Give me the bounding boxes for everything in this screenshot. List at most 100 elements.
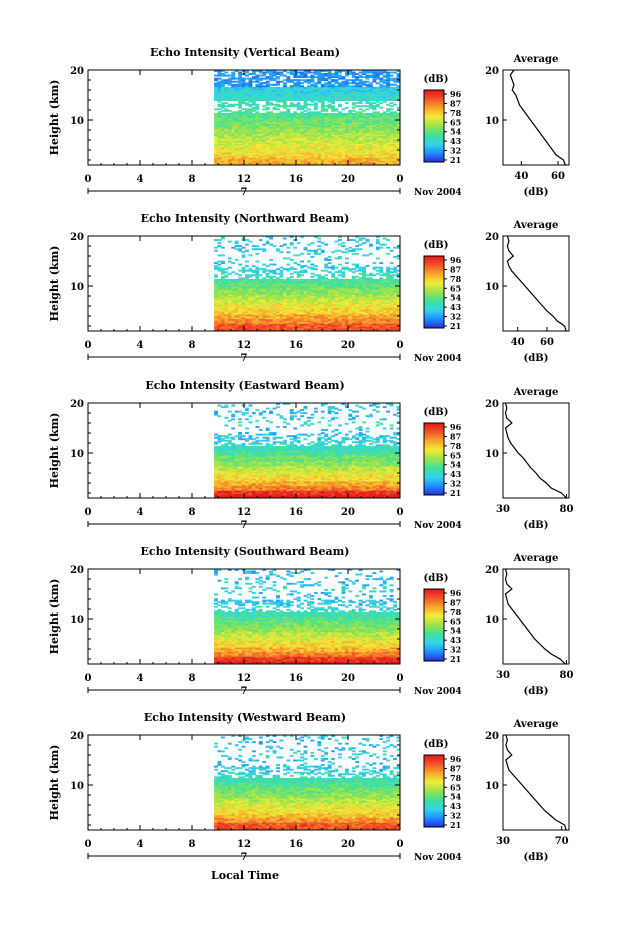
heatmap-cell bbox=[272, 294, 277, 297]
heatmap-cell bbox=[396, 89, 401, 92]
heatmap-cell bbox=[355, 152, 360, 155]
heatmap-cell bbox=[279, 294, 284, 297]
heatmap-cell bbox=[241, 324, 246, 327]
heatmap-cell bbox=[269, 303, 274, 306]
heatmap-cell bbox=[320, 311, 325, 314]
heatmap-cell bbox=[369, 70, 373, 72]
heatmap-cell bbox=[341, 89, 346, 92]
heatmap-cell bbox=[265, 115, 270, 118]
heatmap-cell bbox=[396, 123, 401, 126]
heatmap-cell bbox=[296, 74, 301, 77]
heatmap-cell bbox=[338, 134, 342, 137]
heatmap-cell bbox=[393, 117, 397, 120]
heatmap-cell bbox=[372, 309, 377, 312]
heatmap-cell bbox=[341, 324, 346, 327]
heatmap-cell bbox=[248, 320, 253, 323]
heatmap-cell bbox=[282, 114, 287, 117]
heatmap-cell bbox=[317, 126, 322, 129]
heatmap-cell bbox=[362, 73, 366, 75]
heatmap-cell bbox=[393, 155, 397, 158]
heatmap-cell bbox=[258, 123, 263, 126]
heatmap-cell bbox=[224, 91, 229, 94]
heatmap-cell bbox=[269, 140, 274, 143]
heatmap-cell bbox=[296, 323, 301, 326]
heatmap-cell bbox=[358, 92, 363, 95]
heatmap-cell bbox=[358, 152, 363, 155]
heatmap-cell bbox=[334, 140, 339, 143]
heatmap-cell bbox=[234, 132, 239, 135]
heatmap-cell bbox=[258, 281, 263, 284]
heatmap-cell bbox=[265, 92, 270, 95]
heatmap-cell bbox=[375, 120, 380, 123]
heatmap-cell bbox=[369, 278, 373, 281]
heatmap-cell bbox=[220, 120, 225, 123]
heatmap-cell bbox=[279, 114, 284, 117]
heatmap-cell bbox=[313, 134, 318, 137]
heatmap-cell bbox=[245, 135, 249, 138]
heatmap-cell bbox=[396, 300, 401, 303]
heatmap-cell bbox=[272, 326, 277, 329]
heatmap-cell bbox=[214, 112, 218, 115]
heatmap-cell bbox=[303, 91, 308, 94]
heatmap-cell bbox=[313, 137, 318, 140]
heatmap-cell bbox=[338, 312, 342, 315]
heatmap-cell bbox=[224, 94, 229, 97]
heatmap-cell bbox=[327, 117, 332, 120]
heatmap-cell bbox=[327, 323, 332, 326]
heatmap-cell bbox=[248, 289, 253, 292]
heatmap-cell bbox=[296, 278, 301, 281]
heatmap-cell bbox=[224, 114, 229, 117]
heatmap-cell bbox=[382, 308, 387, 310]
heatmap-cell bbox=[279, 137, 284, 140]
heatmap-cell bbox=[265, 112, 270, 115]
heatmap-cell bbox=[344, 80, 349, 83]
heatmap-cell bbox=[262, 97, 267, 100]
heatmap-cell bbox=[396, 281, 401, 284]
heatmap-cell bbox=[245, 148, 249, 151]
heatmap-cell bbox=[220, 129, 225, 132]
heatmap-cell bbox=[245, 88, 249, 91]
heatmap-cell bbox=[293, 317, 298, 320]
heatmap-cell bbox=[234, 80, 239, 83]
heatmap-cell bbox=[375, 315, 380, 318]
heatmap-cell bbox=[372, 126, 377, 129]
heatmap-cell bbox=[262, 138, 267, 141]
heatmap-cell bbox=[382, 285, 387, 287]
heatmap-cell bbox=[300, 286, 304, 289]
heatmap-cell bbox=[245, 125, 249, 128]
heatmap-cell bbox=[251, 70, 256, 72]
heatmap-cell bbox=[289, 114, 294, 117]
heatmap-cell bbox=[365, 312, 370, 315]
heatmap-cell bbox=[231, 135, 236, 138]
heatmap-cell bbox=[265, 85, 270, 88]
heatmap-cell bbox=[327, 324, 332, 327]
heatmap-cell bbox=[369, 83, 373, 86]
heatmap-cell bbox=[355, 126, 360, 129]
heatmap-cell bbox=[241, 138, 246, 141]
heatmap-cell bbox=[265, 103, 270, 106]
heatmap-cell bbox=[214, 129, 218, 132]
heatmap-cell bbox=[358, 71, 363, 74]
heatmap-cell bbox=[251, 327, 256, 330]
heatmap-cell bbox=[320, 155, 325, 158]
heatmap-cell bbox=[310, 275, 315, 278]
heatmap-cell bbox=[372, 140, 377, 143]
heatmap-cell bbox=[279, 306, 284, 309]
heatmap-cell bbox=[279, 321, 284, 324]
heatmap-cell bbox=[231, 138, 236, 141]
heatmap-cell bbox=[369, 163, 373, 166]
heatmap-cell bbox=[369, 308, 373, 310]
heatmap-cell bbox=[344, 304, 349, 307]
heatmap-cell bbox=[386, 275, 391, 278]
heatmap-cell bbox=[396, 106, 401, 109]
heatmap-cell bbox=[307, 132, 311, 135]
heatmap-cell bbox=[331, 160, 335, 163]
heatmap-cell bbox=[324, 108, 329, 111]
heatmap-cell bbox=[386, 135, 391, 138]
heatmap-cell bbox=[396, 161, 401, 164]
heatmap-cell bbox=[220, 283, 225, 286]
heatmap-cell bbox=[389, 292, 394, 295]
heatmap-cell bbox=[279, 323, 284, 326]
heatmap-cell bbox=[220, 142, 225, 144]
heatmap-cell bbox=[389, 155, 394, 158]
